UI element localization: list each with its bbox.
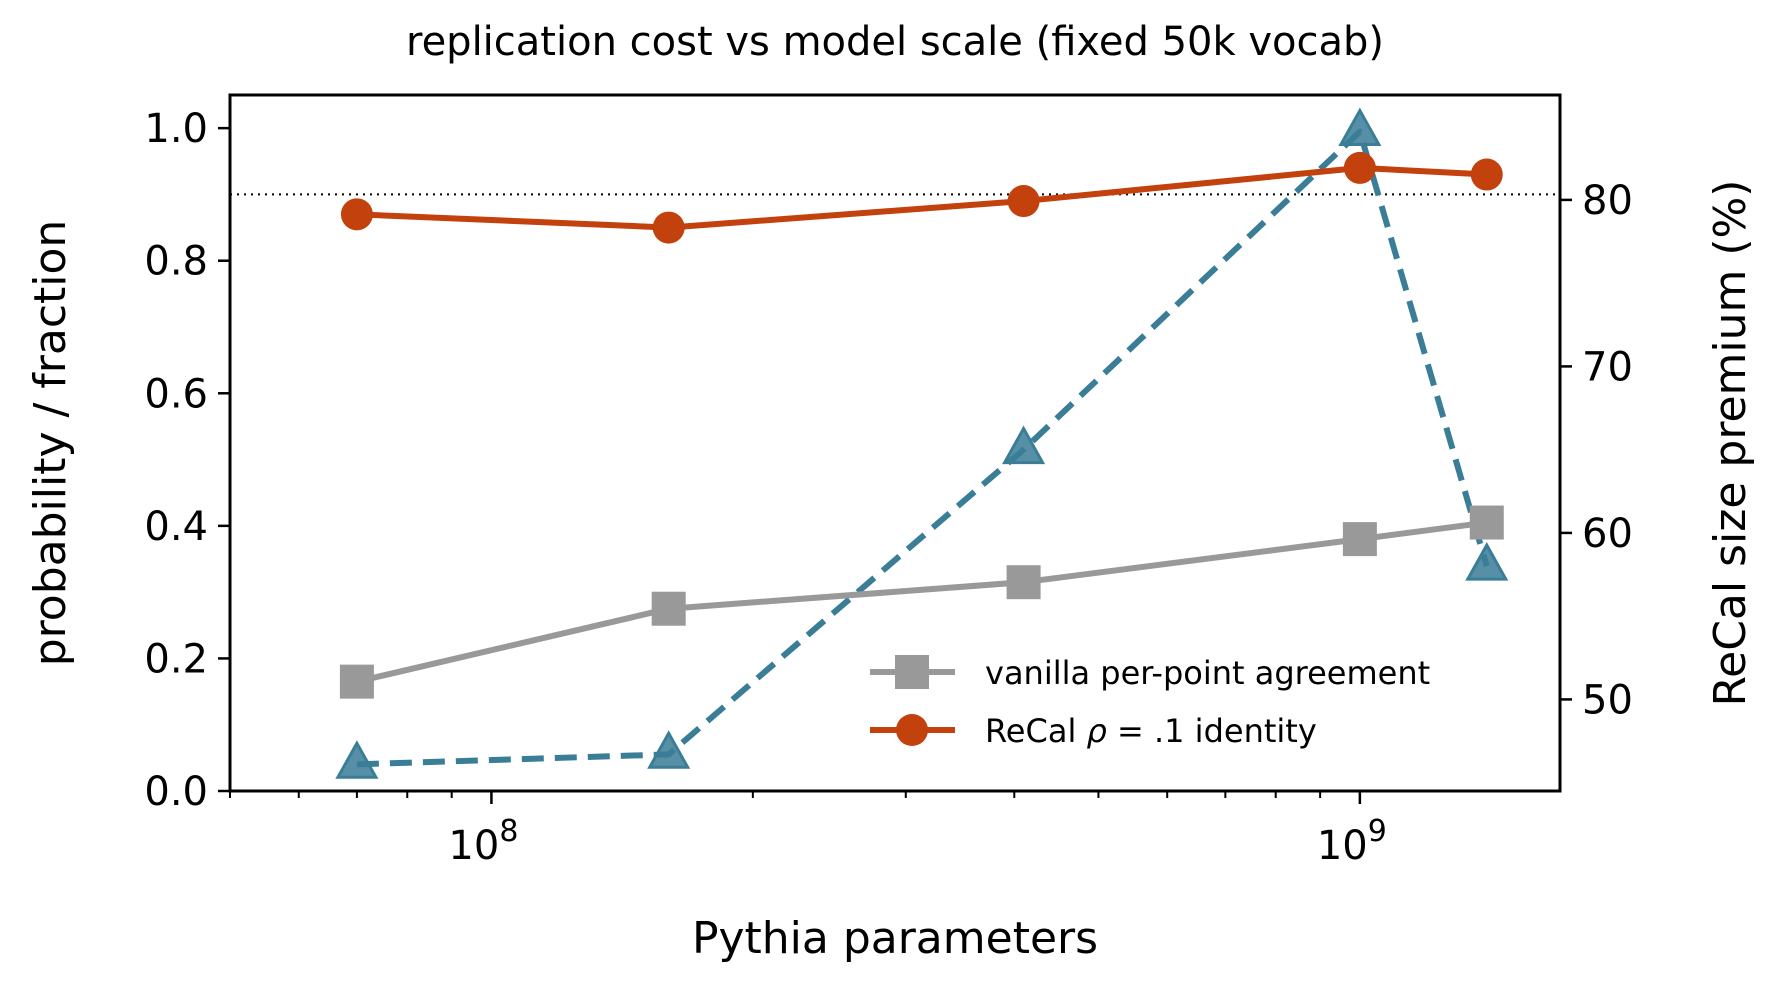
vanilla-point xyxy=(339,664,374,699)
axis-layer: 0.0 0.2 0.4 0.6 0.8 1.0 50 60 70 80 108 109 xyxy=(144,106,1633,869)
y-tick-label: 0.6 xyxy=(144,371,208,417)
legend-marker xyxy=(895,655,929,689)
premium-point xyxy=(647,730,691,769)
vanilla-point xyxy=(1342,522,1377,557)
legend-box xyxy=(855,640,1540,770)
y-right-tick-label: 70 xyxy=(1582,344,1633,390)
y-tick-label: 0.0 xyxy=(144,769,208,815)
series-layer xyxy=(335,107,1509,779)
plot-frame xyxy=(228,93,1562,793)
y-tick-label: 0.4 xyxy=(144,504,208,550)
legend-label: ReCal ρ = .1 identity xyxy=(985,712,1317,750)
x-tick-label: 109 xyxy=(1317,814,1387,869)
x-tick-label: 108 xyxy=(448,814,518,869)
y-axis-right-label: ReCal size premium (%) xyxy=(1705,180,1756,707)
recal-line xyxy=(356,164,1487,231)
vanilla-point xyxy=(1469,505,1504,540)
y-right-tick-label: 80 xyxy=(1582,178,1633,224)
premium-point xyxy=(1465,542,1509,581)
y-right-tick-label: 60 xyxy=(1582,511,1633,557)
legend: vanilla per-point agreement ReCal ρ = .1 … xyxy=(855,640,1540,770)
y-tick-label: 1.0 xyxy=(144,106,208,152)
recal-point xyxy=(1470,158,1503,191)
x-axis-label: Pythia parameters xyxy=(692,913,1098,964)
y-tick-label: 0.8 xyxy=(144,239,208,285)
vanilla-point xyxy=(1006,565,1041,600)
legend-label: vanilla per-point agreement xyxy=(985,654,1430,692)
y-tick-label: 0.2 xyxy=(144,636,208,682)
y-axis-label: probability / fraction xyxy=(25,220,76,667)
legend-marker xyxy=(896,714,928,746)
premium-point xyxy=(1002,425,1046,465)
chart-title: replication cost vs model scale (fixed 5… xyxy=(406,19,1384,65)
y-right-tick-label: 50 xyxy=(1582,677,1633,723)
recal-point xyxy=(1343,151,1376,184)
premium-point xyxy=(1338,107,1382,147)
recal-point xyxy=(340,198,373,231)
vanilla-point xyxy=(651,591,686,626)
recal-point xyxy=(1007,185,1040,218)
recal-point xyxy=(652,211,685,244)
premium-point xyxy=(335,740,379,779)
